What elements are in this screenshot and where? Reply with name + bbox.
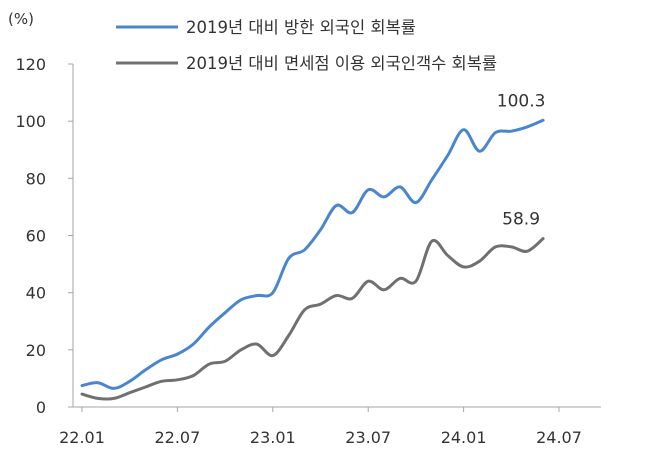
series-line-1 <box>80 237 545 401</box>
x-tick-label: 23.07 <box>345 428 391 447</box>
y-tick-label: 20 <box>26 341 46 360</box>
x-tick-label: 24.01 <box>441 428 487 447</box>
data-label-0: 100.3 <box>497 91 546 111</box>
legend: 2019년 대비 방한 외국인 회복률 2019년 대비 면세점 이용 외국인객… <box>116 18 497 73</box>
y-unit-label: (%) <box>8 10 34 28</box>
y-tick-label: 40 <box>26 284 46 303</box>
x-axis: 22.01 22.07 23.01 23.07 24.01 24.07 <box>59 406 601 447</box>
series-line-0 <box>80 118 545 390</box>
plot-area <box>80 118 545 401</box>
x-tick-label: 22.07 <box>154 428 200 447</box>
y-tick-label: 120 <box>15 55 46 74</box>
y-tick-label: 80 <box>26 169 46 188</box>
legend-label-0: 2019년 대비 방한 외국인 회복률 <box>186 18 416 37</box>
data-label-1: 58.9 <box>502 210 540 230</box>
x-tick-label: 23.01 <box>250 428 296 447</box>
y-axis: 0 20 40 60 80 100 120 <box>15 55 74 417</box>
y-tick-label: 0 <box>36 398 46 417</box>
x-tick-label: 22.01 <box>59 428 105 447</box>
x-tick-label: 24.07 <box>536 428 582 447</box>
legend-label-1: 2019년 대비 면세점 이용 외국인객수 회복률 <box>186 54 497 73</box>
y-tick-label: 60 <box>26 227 46 246</box>
y-tick-label: 100 <box>15 112 46 131</box>
